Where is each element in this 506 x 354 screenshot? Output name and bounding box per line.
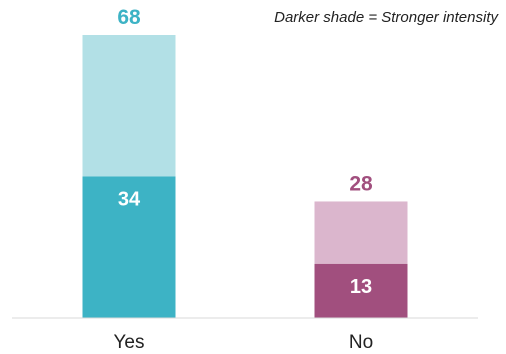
total-label-yes: 68 [117, 6, 141, 29]
chart-note: Darker shade = Stronger intensity [274, 9, 499, 26]
bar-no-dark-segment [314, 263, 408, 318]
category-label-no: No [349, 332, 373, 353]
bar-no-light-segment [314, 201, 408, 264]
category-label-yes: Yes [114, 332, 145, 353]
bar-yes-light-segment [82, 35, 176, 177]
strong-label-no: 13 [350, 276, 372, 298]
bar-yes-dark-segment [82, 176, 176, 318]
strong-label-yes: 34 [118, 189, 141, 211]
total-label-no: 28 [349, 172, 373, 195]
